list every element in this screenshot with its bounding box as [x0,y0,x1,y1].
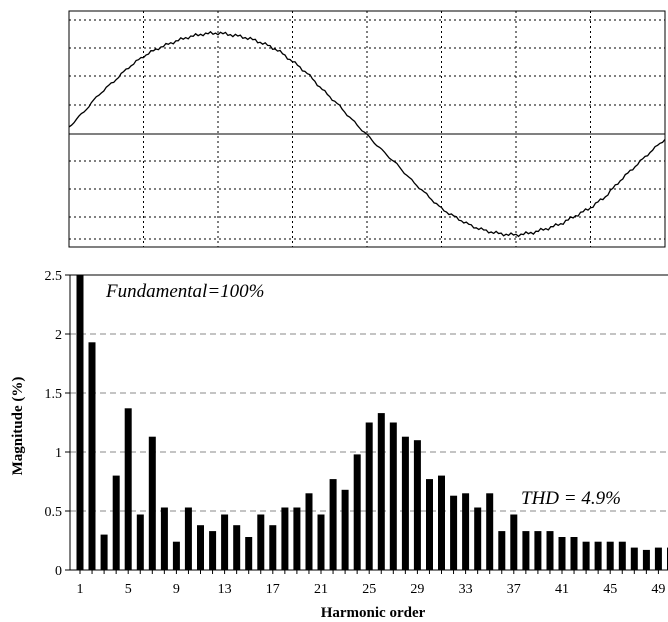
x-tick-label: 49 [651,582,665,597]
bar-harmonic-34 [474,507,482,570]
bar-harmonic-18 [281,507,289,570]
bar-harmonic-33 [462,493,470,570]
waveform-line [68,30,666,238]
bar-harmonic-37 [510,514,518,570]
bar-harmonic-46 [618,541,626,570]
bar-harmonic-1 [76,275,84,570]
bar-harmonic-7 [148,436,156,570]
y-tick-label: 1 [55,446,62,461]
bar-harmonic-20 [305,493,313,570]
y-tick-label: 0 [55,564,62,579]
x-tick-label: 9 [173,582,180,597]
bar-harmonic-15 [245,537,253,570]
bar-harmonic-3 [100,534,108,570]
x-tick-label: 25 [362,582,376,597]
bar-harmonic-30 [426,479,433,570]
bar-harmonic-4 [112,475,120,570]
bar-harmonic-38 [522,531,530,570]
bar-harmonic-24 [353,454,361,570]
bar-harmonic-27 [389,422,397,570]
bar-harmonic-11 [197,525,204,570]
x-tick-label: 45 [603,582,617,597]
bar-harmonic-43 [582,541,590,570]
thd-annotation: THD = 4.9% [521,488,621,509]
bar-harmonic-41 [558,537,566,570]
bar-harmonic-29 [413,440,421,570]
x-tick-label: 33 [459,582,473,597]
y-tick-label: 2 [55,328,62,343]
y-tick-label: 0.5 [45,505,63,520]
bar-harmonic-21 [317,514,325,570]
x-tick-label: 21 [314,582,328,597]
x-tick-labels: 1 5 9 13 17 21 25 29 33 37 41 45 49 [77,582,666,597]
x-tick-label: 13 [218,582,232,597]
bar-harmonic-6 [136,514,144,570]
bar-harmonic-25 [365,422,373,570]
spectrum-axes [65,274,668,574]
y-tick-label: 1.5 [45,387,63,402]
bar-harmonic-40 [546,531,554,570]
bar-harmonic-22 [329,479,337,570]
waveform-grid [69,11,665,247]
bar-harmonic-19 [293,507,301,570]
waveform-chart [68,10,666,248]
bar-harmonic-26 [377,413,385,570]
bar-harmonic-9 [172,541,180,570]
bar-harmonic-13 [221,514,229,570]
y-tick-label: 2.5 [45,269,63,284]
x-tick-label: 17 [266,582,280,597]
fundamental-annotation: Fundamental=100% [105,281,264,302]
bar-harmonic-2 [88,342,96,570]
x-tick-label: 37 [507,582,521,597]
bar-harmonic-47 [630,547,638,570]
x-tick-label: 29 [410,582,424,597]
x-tick-label: 41 [555,582,569,597]
bar-harmonic-28 [401,436,409,570]
y-tick-labels: 0 0.5 1 1.5 2 2.5 [45,269,63,579]
bar-harmonic-39 [534,531,542,570]
bar-harmonic-36 [498,531,506,570]
bar-harmonic-48 [642,549,650,570]
bar-harmonic-45 [606,541,614,570]
bar-harmonic-44 [594,541,602,570]
x-tick-label: 5 [125,582,132,597]
bar-harmonic-17 [269,525,277,570]
x-tick-label: 1 [77,582,84,597]
bar-harmonic-5 [124,408,132,570]
bar-harmonic-35 [486,493,494,570]
bar-harmonic-12 [209,531,217,570]
bar-harmonic-49 [654,547,662,570]
bar-harmonic-16 [257,514,265,570]
bar-harmonic-10 [184,507,192,570]
bar-harmonic-42 [570,537,578,570]
spectrum-bars [76,275,668,570]
bar-harmonic-31 [438,475,445,570]
bar-harmonic-23 [341,489,349,570]
bar-harmonic-32 [450,495,458,570]
bar-harmonic-14 [233,525,241,570]
bar-harmonic-8 [160,507,168,570]
x-axis-title: Harmonic order [321,605,426,621]
y-axis-title: Magnitude (%) [10,377,26,476]
